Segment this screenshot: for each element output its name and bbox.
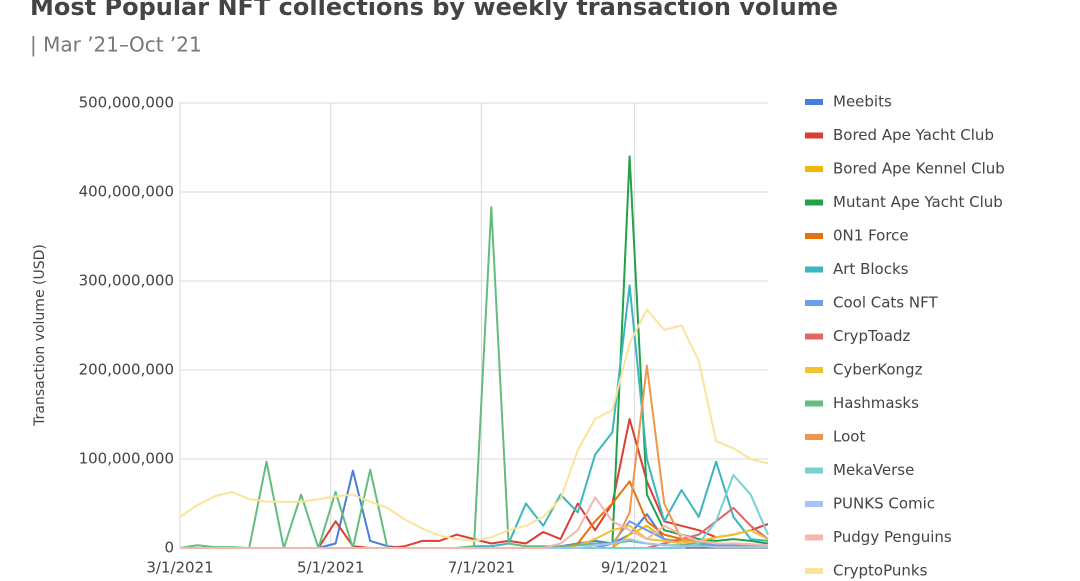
series-line [180,496,769,549]
legend-swatch [805,166,823,172]
legend-label: CrypToadz [833,327,911,345]
legend-swatch [805,300,823,306]
series-line [180,284,769,549]
legend-label: PUNKS Comic [833,495,935,513]
y-axis-label: Transaction volume (USD) [32,244,48,427]
x-tick-label: 7/1/2021 [448,559,515,577]
legend-swatch [805,400,823,407]
legend-swatch [805,367,823,373]
legend-swatch [805,534,823,541]
series-line [180,155,769,549]
legend-label: CryptoPunks [833,562,928,580]
legend-label: Mutant Ape Yacht Club [833,193,1003,211]
legend-label: Cool Cats NFT [833,294,938,312]
legend-label: Meebits [833,93,892,111]
legend-label: CyberKongz [833,361,923,379]
x-tick-label: 3/1/2021 [146,559,213,577]
series-line [179,308,769,542]
legend-swatch [805,199,823,206]
legend-swatch [805,333,823,340]
legend-label: Art Blocks [833,260,909,278]
legend-swatch [805,501,823,507]
y-tick-label: 0 [164,539,174,557]
y-tick-label: 300,000,000 [79,272,174,290]
legend-swatch [805,132,823,139]
legend-label: Loot [833,428,865,446]
chart-title: Most Popular NFT collections by weekly t… [30,0,838,21]
legend-swatch [805,434,823,440]
legend-swatch [805,266,823,273]
legend-label: Bored Ape Kennel Club [833,160,1005,178]
legend-label: MekaVerse [833,461,914,479]
y-tick-label: 500,000,000 [79,94,174,112]
legend-swatch [805,99,823,105]
chart-subtitle: | Mar ’21–Oct ’21 [30,33,202,57]
y-tick-label: 100,000,000 [79,450,174,468]
legend-label: Hashmasks [833,394,919,412]
x-tick-label: 5/1/2021 [297,559,364,577]
y-tick-label: 200,000,000 [79,361,174,379]
legend-label: Pudgy Penguins [833,528,952,546]
legend-label: 0N1 Force [833,227,909,245]
series-line [180,364,769,549]
series-line [179,206,768,549]
legend-swatch [805,233,823,239]
legend-label: Bored Ape Yacht Club [833,126,994,144]
x-tick-label: 9/1/2021 [601,559,668,577]
legend-swatch [805,568,823,574]
legend-swatch [805,467,823,474]
y-tick-label: 400,000,000 [79,183,174,201]
